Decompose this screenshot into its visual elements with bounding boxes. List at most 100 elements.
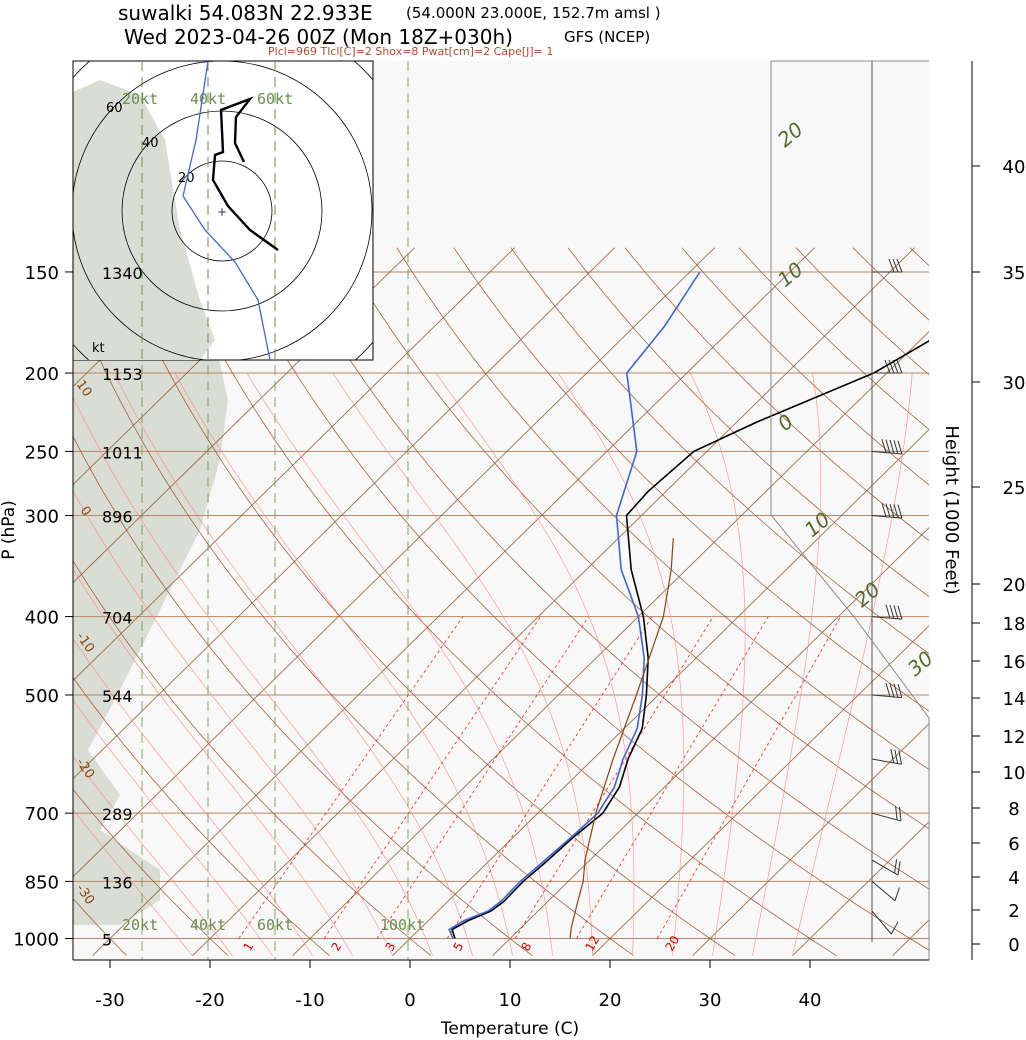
barb-flag — [892, 258, 899, 273]
dry-adiabat — [282, 247, 929, 890]
moist-adiabat — [73, 490, 393, 956]
barb-flag — [896, 359, 903, 374]
mixing-ratio-line — [323, 616, 542, 939]
temp-tick-label: -10 — [295, 990, 324, 1011]
wind-barb — [871, 881, 900, 902]
height-label: 704 — [102, 609, 133, 628]
pressure-label: 250 — [25, 442, 59, 463]
dry-adiabat — [73, 435, 533, 956]
dry-adiabat — [510, 247, 929, 655]
mixing-ratio-line — [514, 616, 714, 939]
hodograph-speed-label: 20kt — [122, 90, 158, 108]
temperature-profile — [451, 340, 929, 939]
thermo-grid — [0, 247, 929, 956]
wind-barb — [871, 910, 899, 935]
height-tick-label: 40 — [1003, 157, 1026, 178]
dry-adiabat — [73, 788, 229, 956]
wind-barb — [872, 359, 903, 374]
valid-time: Wed 2023-04-26 00Z (Mon 18Z+030h) — [124, 25, 513, 49]
grid-point-info: (54.000N 23.000E, 152.7m amsl ) — [406, 4, 661, 22]
isotherm-line — [292, 331, 929, 956]
hodograph-ring-label: 20 — [178, 171, 195, 186]
height-tick-label: 2 — [1008, 901, 1019, 922]
isotherm-line — [392, 429, 929, 956]
height-label: 289 — [102, 805, 133, 824]
height-tick-label: 30 — [1003, 373, 1026, 394]
hodograph-ring — [171, 160, 273, 262]
height-tick-label: 20 — [1003, 575, 1026, 596]
dry-adiabat — [73, 560, 432, 956]
height-tick-label: 16 — [1003, 652, 1026, 673]
dry-adiabat — [111, 247, 736, 956]
dry-adiabat — [624, 247, 929, 542]
moist-adiabat — [557, 372, 685, 956]
height-tick-label: 0 — [1008, 935, 1019, 956]
temp-tick-label: -30 — [95, 990, 124, 1011]
barb-flag — [885, 503, 891, 518]
dry-adiabat — [339, 247, 929, 830]
height-label: 136 — [102, 873, 133, 892]
barb-staff — [871, 859, 899, 876]
pressure-label: 500 — [25, 686, 59, 707]
dry-adiabat — [73, 676, 330, 956]
height-tick-label: 8 — [1008, 799, 1019, 820]
pressure-label: 150 — [25, 263, 59, 284]
barb-staff — [871, 694, 902, 699]
pressure-label: 200 — [25, 364, 59, 385]
isotherm-line — [792, 821, 929, 956]
mixing-ratio-line — [656, 616, 842, 939]
barb-flag — [897, 684, 903, 698]
hodograph-plot: 20406020kt40kt60kt100ktkt+ — [73, 61, 373, 360]
dry-adiabat — [567, 247, 929, 598]
moist-adiabat — [73, 569, 353, 956]
height-tick-label: 4 — [1008, 868, 1019, 889]
barb-flag — [895, 805, 898, 820]
barb-staff — [871, 616, 902, 620]
dry-adiabat — [453, 247, 929, 712]
pressure-label: 1000 — [13, 930, 59, 951]
barb-flag — [893, 683, 899, 698]
barb-flag — [890, 921, 899, 935]
height-label: 544 — [102, 687, 133, 706]
dry-adiabat — [73, 296, 634, 956]
mixing-ratio-label: 12 — [582, 933, 602, 953]
barb-flag — [881, 503, 887, 517]
hodograph: 20406020kt40kt60kt100ktkt+ — [72, 60, 374, 361]
isotherm-line — [492, 527, 929, 956]
isotherm-line — [73, 247, 515, 682]
isotherm-line — [0, 248, 15, 956]
height-label: 1153 — [102, 365, 143, 384]
temp-tick-label: 30 — [699, 990, 722, 1011]
moist-adiabat — [752, 372, 822, 956]
temp-tick-label: 0 — [404, 990, 415, 1011]
temp-tick-label: 10 — [499, 990, 522, 1011]
height-tick-label: 35 — [1003, 263, 1026, 284]
wind-barb — [871, 503, 903, 519]
hodograph-ring-label: 40 — [142, 136, 159, 151]
model-name: GFS (NCEP) — [564, 28, 650, 46]
isotherm-line — [692, 723, 929, 956]
barb-flag — [889, 604, 895, 619]
height-tick-label: 12 — [1003, 727, 1026, 748]
barb-flag — [885, 682, 891, 697]
temp-tick-label: -20 — [195, 990, 224, 1011]
moist-adiabat — [73, 699, 273, 956]
wind-speed-label-bottom: 40kt — [190, 916, 226, 934]
stability-indices: Plcl=969 Tlcl[C]=2 Shox=8 Pwat[cm]=2 Cap… — [268, 45, 553, 58]
barb-flag — [898, 806, 902, 822]
temp-tick-label: 40 — [799, 990, 822, 1011]
height-tick-label: 6 — [1008, 834, 1019, 855]
moist-adiabat — [689, 372, 746, 956]
moist-adiabat — [435, 372, 635, 956]
hodograph-shade — [73, 80, 215, 360]
hodograph-units: kt — [92, 341, 105, 356]
y2-axis-label: Height (1000 Feet) — [941, 425, 962, 594]
isotherm-line — [592, 625, 929, 956]
wind-barb — [871, 749, 903, 765]
barb-flag — [888, 359, 895, 374]
isotherm-line — [73, 247, 415, 584]
hodograph-ring-label: 60 — [106, 101, 123, 116]
station-title: suwalki 54.083N 22.933E — [118, 1, 373, 25]
barb-flag — [894, 749, 899, 764]
isotherm-line — [73, 247, 715, 878]
